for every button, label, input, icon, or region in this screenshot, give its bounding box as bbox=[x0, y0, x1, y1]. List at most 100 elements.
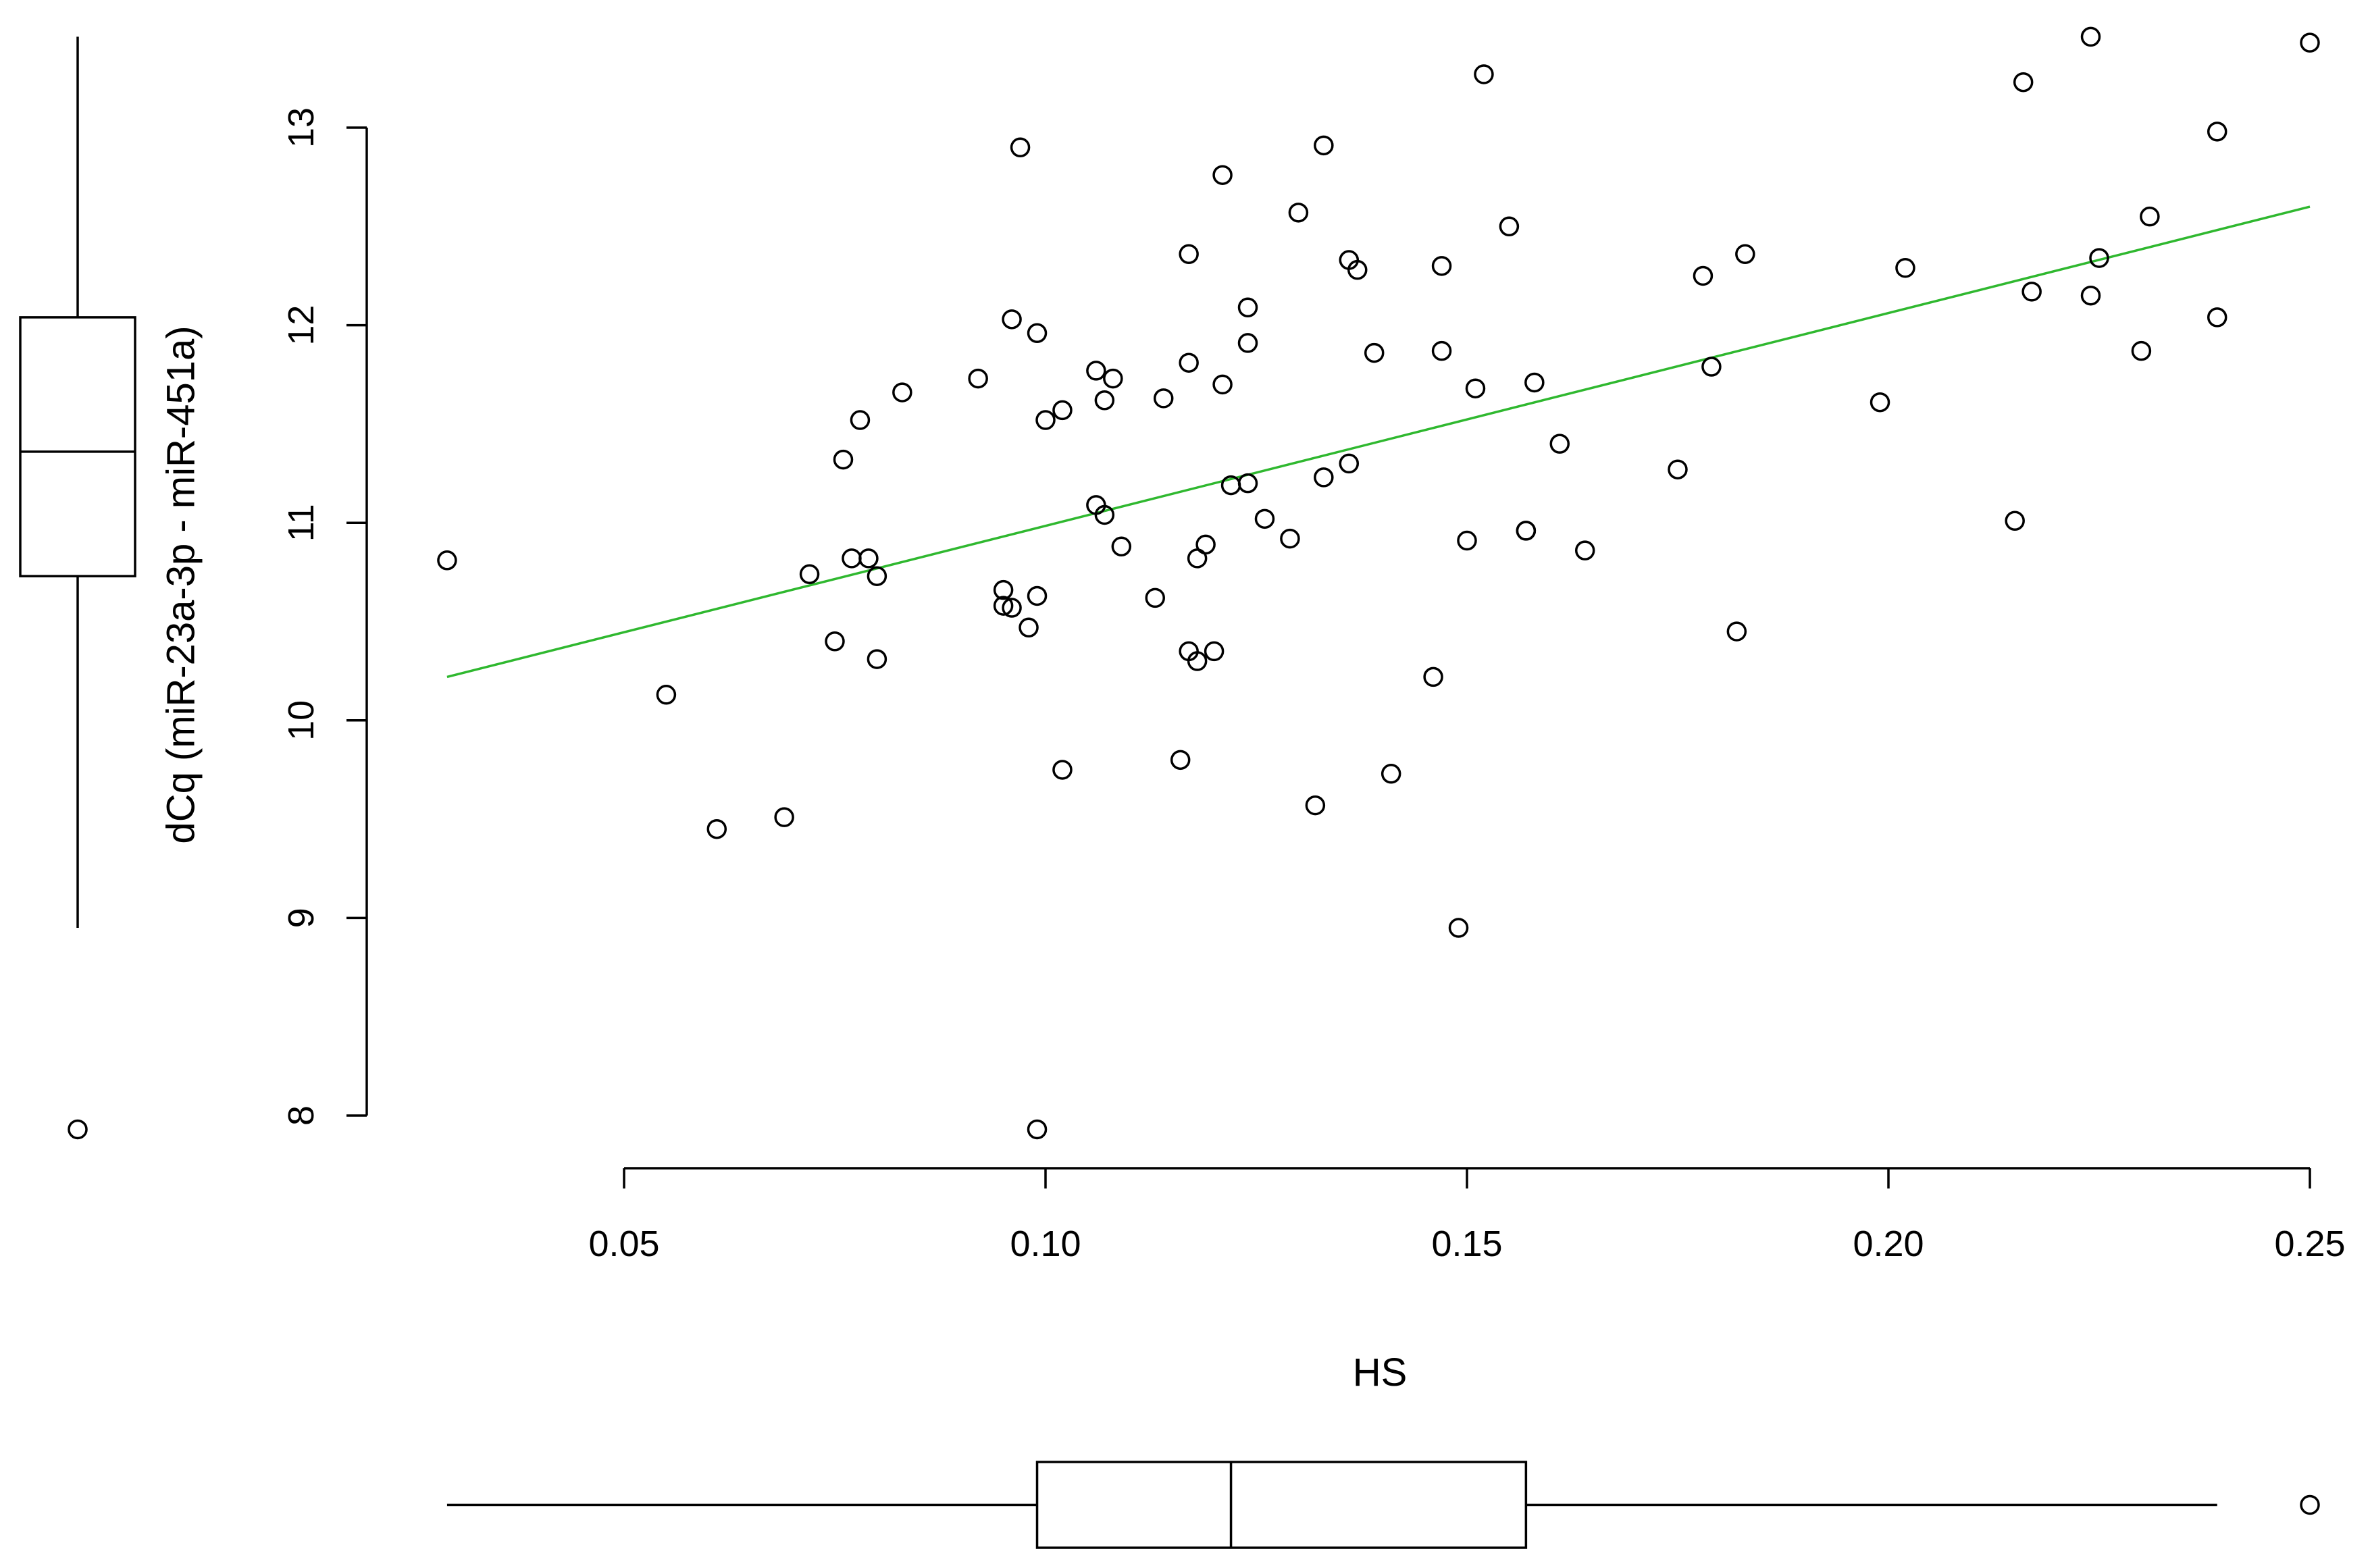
data-point-62 bbox=[1448, 918, 1469, 938]
data-point-71 bbox=[1574, 540, 1595, 560]
y-tick-label: 9 bbox=[281, 908, 321, 928]
data-point-25 bbox=[1027, 1119, 1048, 1140]
data-point-20 bbox=[1027, 323, 1048, 344]
data-point-78 bbox=[1895, 257, 1915, 278]
data-point-58 bbox=[1381, 764, 1401, 784]
data-point-83 bbox=[2080, 285, 2101, 306]
data-point-68 bbox=[1516, 521, 1537, 541]
x-axis-title: HS bbox=[1353, 1351, 1408, 1394]
data-point-5 bbox=[825, 631, 845, 652]
plot-area bbox=[437, 26, 2320, 1140]
data-point-36 bbox=[1179, 352, 1199, 373]
data-point-74 bbox=[1701, 357, 1722, 377]
data-point-23 bbox=[1052, 400, 1073, 421]
data-point-70 bbox=[1549, 434, 1570, 454]
data-point-4 bbox=[799, 564, 820, 585]
data-point-31 bbox=[1111, 536, 1132, 557]
data-point-64 bbox=[1465, 378, 1486, 398]
data-point-49 bbox=[1280, 528, 1300, 549]
data-point-48 bbox=[1254, 508, 1275, 529]
data-point-40 bbox=[1195, 534, 1216, 555]
data-point-55 bbox=[1339, 453, 1360, 474]
data-point-33 bbox=[1153, 388, 1174, 409]
data-point-86 bbox=[2140, 206, 2160, 227]
data-point-77 bbox=[1870, 392, 1890, 413]
data-point-34 bbox=[1170, 750, 1191, 770]
data-point-52 bbox=[1314, 135, 1334, 156]
data-point-32 bbox=[1145, 587, 1165, 608]
y-axis-title: dCq (miR-23a-3p - miR-451a) bbox=[159, 325, 203, 843]
x-tick-label: 0.15 bbox=[1431, 1224, 1502, 1264]
data-point-1 bbox=[656, 685, 677, 705]
data-point-76 bbox=[1735, 244, 1755, 265]
data-point-10 bbox=[867, 566, 887, 586]
data-point-85 bbox=[2131, 340, 2152, 361]
data-point-43 bbox=[1212, 374, 1233, 395]
data-point-66 bbox=[1499, 216, 1520, 237]
data-point-50 bbox=[1288, 203, 1309, 223]
data-point-88 bbox=[2207, 307, 2227, 328]
y-tick-label: 8 bbox=[281, 1105, 321, 1126]
data-point-69 bbox=[1524, 372, 1545, 393]
data-point-15 bbox=[993, 596, 1014, 616]
data-point-57 bbox=[1364, 342, 1385, 363]
y-tick-label: 10 bbox=[281, 700, 321, 741]
data-point-21 bbox=[1027, 585, 1048, 606]
data-point-65 bbox=[1474, 64, 1494, 84]
data-point-19 bbox=[1019, 617, 1039, 638]
data-point-38 bbox=[1187, 651, 1208, 671]
regression-line bbox=[446, 205, 2311, 679]
data-point-59 bbox=[1423, 667, 1443, 687]
y-marginal-boxplot bbox=[19, 36, 136, 1140]
y-tick-label: 11 bbox=[281, 504, 321, 542]
data-point-9 bbox=[858, 548, 879, 569]
y-tick-label: 12 bbox=[281, 305, 321, 346]
data-point-28 bbox=[1094, 390, 1115, 411]
x-tick-label: 0.05 bbox=[588, 1224, 659, 1264]
y-axis-ticks: 8 9 10 11 12 13 bbox=[281, 107, 367, 1126]
data-point-60 bbox=[1431, 256, 1452, 276]
data-point-2 bbox=[706, 818, 727, 839]
data-point-53 bbox=[1314, 467, 1334, 488]
data-point-82 bbox=[2080, 26, 2101, 47]
data-point-56 bbox=[1347, 259, 1368, 280]
data-point-7 bbox=[842, 548, 862, 569]
x-marginal-boxplot bbox=[446, 1461, 2320, 1549]
data-point-42 bbox=[1212, 165, 1233, 185]
data-point-22 bbox=[1035, 410, 1056, 430]
data-point-17 bbox=[1002, 309, 1022, 330]
data-point-87 bbox=[2207, 122, 2227, 142]
data-point-24 bbox=[1052, 760, 1073, 780]
data-point-11 bbox=[867, 649, 887, 669]
data-point-14 bbox=[993, 579, 1014, 600]
y-box-iqr bbox=[19, 316, 136, 577]
data-point-27 bbox=[1086, 361, 1106, 381]
data-point-84 bbox=[2089, 248, 2109, 268]
data-point-61 bbox=[1431, 340, 1452, 361]
data-point-73 bbox=[1693, 265, 1714, 286]
data-point-47 bbox=[1237, 297, 1258, 318]
data-point-51 bbox=[1305, 795, 1326, 816]
data-point-3 bbox=[774, 807, 794, 827]
data-point-12 bbox=[892, 382, 912, 402]
x-axis-ticks: 0.05 0.10 0.15 0.20 0.25 bbox=[588, 1168, 2346, 1264]
data-point-0 bbox=[437, 550, 457, 571]
data-point-8 bbox=[850, 410, 871, 430]
x-box-outlier bbox=[2300, 1494, 2320, 1515]
data-point-75 bbox=[1726, 621, 1747, 642]
data-point-46 bbox=[1237, 333, 1258, 353]
data-point-29 bbox=[1094, 504, 1115, 525]
data-point-80 bbox=[2013, 72, 2034, 93]
data-point-13 bbox=[968, 368, 988, 389]
data-point-89 bbox=[2300, 32, 2320, 53]
data-point-35 bbox=[1179, 244, 1199, 265]
data-point-30 bbox=[1103, 368, 1123, 389]
data-point-41 bbox=[1204, 641, 1225, 662]
data-point-79 bbox=[2005, 511, 2025, 531]
data-point-72 bbox=[1668, 459, 1688, 479]
x-box-iqr bbox=[1035, 1461, 1528, 1549]
x-tick-label: 0.25 bbox=[2274, 1224, 2345, 1264]
data-point-45 bbox=[1237, 473, 1258, 494]
data-point-16 bbox=[1002, 598, 1022, 618]
